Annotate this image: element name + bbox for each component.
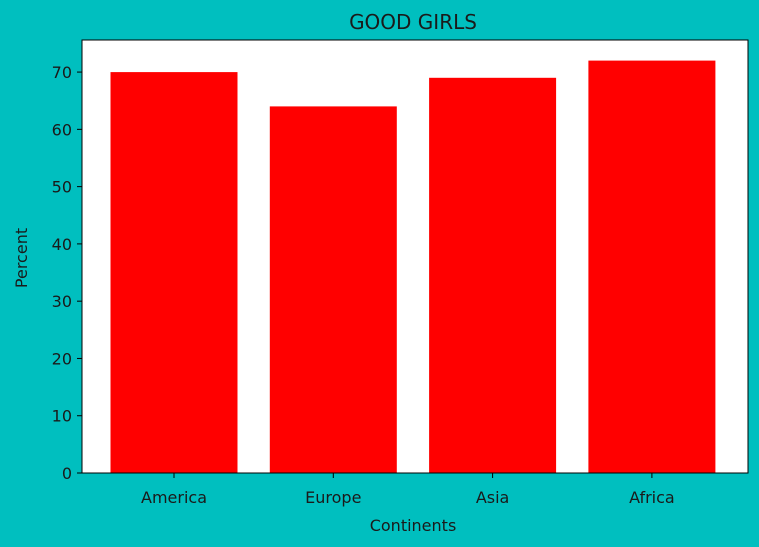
y-tick-label: 40 [52, 235, 72, 254]
x-tick-label: America [141, 488, 207, 507]
x-axis: America Europe Asia Africa [141, 473, 675, 507]
y-axis: 0 10 20 30 40 50 60 70 [52, 63, 82, 483]
y-tick-label: 60 [52, 120, 72, 139]
y-tick-label: 30 [52, 292, 72, 311]
y-tick-label: 50 [52, 178, 72, 197]
x-tick-label: Africa [629, 488, 675, 507]
y-tick-label: 20 [52, 349, 72, 368]
y-axis-title: Percent [12, 228, 31, 288]
plot-border [81, 39, 749, 474]
y-tick-label: 70 [52, 63, 72, 82]
x-axis-title: Continents [370, 516, 457, 535]
y-tick-label: 0 [62, 464, 72, 483]
bar-series [110, 60, 716, 474]
bar-asia [429, 77, 557, 474]
x-tick-label: Asia [476, 488, 510, 507]
y-tick-label: 10 [52, 407, 72, 426]
x-tick-label: Europe [305, 488, 361, 507]
bar-america [110, 72, 238, 473]
chart-title: GOOD GIRLS [349, 10, 477, 34]
bar-africa [588, 60, 716, 473]
bar-europe [269, 106, 397, 474]
